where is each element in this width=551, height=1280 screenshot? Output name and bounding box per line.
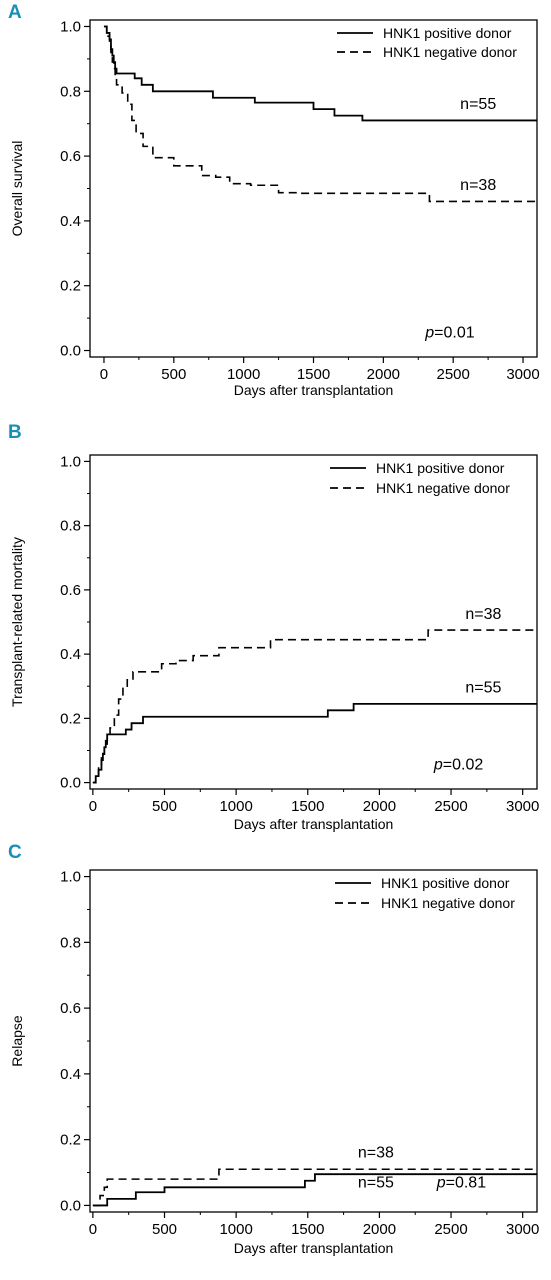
p-value-label: p=0.81 [436, 1174, 486, 1191]
panel-a: A 0 500 1000 1500 2000 2500 3000 0.0 0.2 0.4 0.6 0.… [0, 0, 551, 420]
n-count-label: n=55 [465, 680, 501, 697]
legend-label: HNK1 negative donor [383, 44, 517, 60]
y-tick-label: 0.4 [60, 646, 81, 663]
y-tick-label: 0.2 [60, 1132, 81, 1149]
x-tick-label: 2000 [363, 1221, 396, 1238]
p-value-label: p=0.01 [424, 325, 474, 342]
x-tick-label: 1000 [219, 1221, 252, 1238]
panel-a-letter: A [8, 2, 22, 23]
x-axis-title: Days after transplantation [234, 1240, 394, 1256]
x-tick-label: 2000 [363, 798, 396, 815]
x-tick-label: 2500 [437, 366, 470, 383]
n-count-label: n=55 [358, 1174, 394, 1191]
x-tick-label: 1000 [219, 798, 252, 815]
legend-label: HNK1 positive donor [383, 25, 512, 41]
n-count-label: n=38 [358, 1145, 394, 1162]
chart-b: 0 500 1000 1500 2000 2500 3000 0.0 0.2 0.4 0.6 0.8 1… [9, 453, 539, 832]
x-tick-label: 0 [89, 798, 97, 815]
legend-label: HNK1 negative donor [376, 480, 510, 496]
x-tick-label: 3000 [506, 1221, 539, 1238]
y-tick-label: 0.8 [60, 934, 81, 951]
legend-label: HNK1 positive donor [376, 460, 505, 476]
y-tick-label: 0.0 [60, 775, 81, 792]
y-tick-label: 0.0 [60, 1197, 81, 1214]
x-axis-title: Days after transplantation [234, 816, 394, 832]
x-tick-label: 1000 [227, 366, 260, 383]
x-axis-title: Days after transplantation [234, 382, 394, 398]
x-tick-label: 1500 [297, 366, 330, 383]
panel-c: C 0 500 1000 1500 2000 2500 3000 0.0 0.2 0.4 0.6 0.… [0, 840, 551, 1280]
series-negative-line [92, 629, 537, 784]
x-tick-label: 3000 [506, 798, 539, 815]
chart-a: 0 500 1000 1500 2000 2500 3000 0.0 0.2 0.4 0.6 0.8 1… [9, 18, 540, 398]
y-tick-label: 0.6 [60, 148, 81, 165]
chart-c: 0 500 1000 1500 2000 2500 3000 0.0 0.2 0.4 0.6 0.8 1… [9, 869, 539, 1256]
y-tick-label: 0.0 [60, 343, 81, 360]
legend-label: HNK1 positive donor [381, 875, 510, 891]
y-tick-label: 0.4 [60, 213, 81, 230]
legend-label: HNK1 negative donor [381, 895, 515, 911]
n-count-label: n=55 [460, 96, 496, 113]
y-tick-label: 1.0 [60, 869, 81, 886]
x-tick-label: 2000 [367, 366, 400, 383]
y-tick-label: 0.6 [60, 1000, 81, 1017]
series-positive-line [103, 25, 537, 122]
series-positive-line [92, 1173, 537, 1207]
plot-frame [89, 869, 538, 1213]
y-tick-label: 1.0 [60, 453, 81, 470]
n-count-label: n=38 [465, 606, 501, 623]
panel-b: B 0 500 1000 1500 2000 2500 3000 0.0 0.2 0.4 0.6 0.… [0, 420, 551, 840]
y-axis-title: Overall survival [9, 141, 25, 237]
x-tick-label: 500 [161, 366, 186, 383]
y-axis-title: Transplant-related mortality [9, 537, 25, 707]
n-count-label: n=38 [460, 177, 496, 194]
panel-b-letter: B [8, 422, 22, 443]
x-tick-label: 0 [100, 366, 108, 383]
y-tick-label: 0.8 [60, 83, 81, 100]
x-tick-label: 1500 [291, 1221, 324, 1238]
x-tick-label: 0 [89, 1221, 97, 1238]
x-tick-label: 1500 [291, 798, 324, 815]
series-negative-line [103, 25, 537, 203]
y-tick-label: 0.4 [60, 1066, 81, 1083]
x-tick-label: 3000 [506, 366, 539, 383]
y-tick-label: 0.8 [60, 518, 81, 535]
x-tick-label: 500 [152, 798, 177, 815]
y-tick-label: 0.2 [60, 710, 81, 727]
y-tick-label: 0.2 [60, 278, 81, 295]
y-tick-label: 0.6 [60, 582, 81, 599]
x-tick-label: 500 [152, 1221, 177, 1238]
p-value-label: p=0.02 [433, 757, 483, 774]
y-tick-label: 1.0 [60, 18, 81, 35]
series-negative-line [92, 1168, 537, 1207]
x-tick-label: 2500 [434, 1221, 467, 1238]
panel-c-letter: C [8, 842, 22, 863]
y-axis-title: Relapse [9, 1015, 25, 1067]
x-tick-label: 2500 [434, 798, 467, 815]
